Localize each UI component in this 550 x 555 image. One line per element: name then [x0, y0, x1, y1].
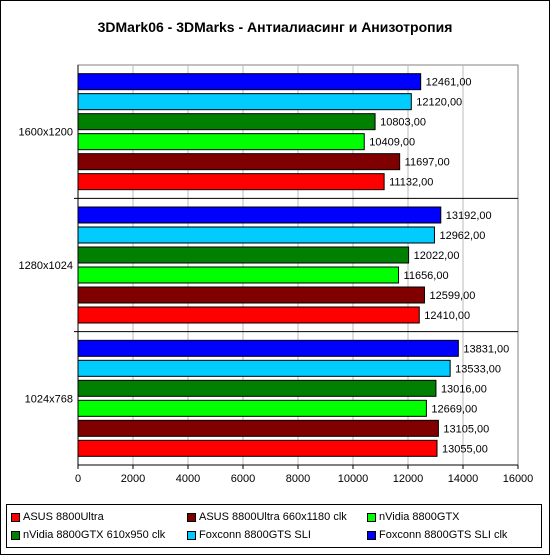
- bar: [77, 206, 442, 224]
- bar: [77, 93, 412, 111]
- x-tick-label: 12000: [393, 473, 424, 485]
- bar: [77, 73, 422, 91]
- data-label: 13192,00: [446, 210, 492, 222]
- bar: [77, 419, 439, 437]
- legend-label: Foxconn 8800GTS SLI: [199, 529, 311, 541]
- legend-label: ASUS 8800Ultra: [23, 511, 104, 523]
- legend-item: ASUS 8800Ultra 660x1180 clk: [187, 509, 347, 525]
- legend-label: Foxconn 8800GTS SLI clk: [379, 529, 508, 541]
- legend-item: ASUS 8800Ultra: [11, 509, 104, 525]
- data-label: 13105,00: [443, 423, 489, 435]
- x-tick-label: 0: [75, 473, 81, 485]
- bar: [77, 266, 400, 284]
- legend-swatch: [11, 530, 20, 540]
- x-tick-label: 16000: [503, 473, 534, 485]
- legend-swatch: [367, 512, 376, 522]
- x-tick-label: 10000: [338, 473, 369, 485]
- x-tick-label: 8000: [286, 473, 310, 485]
- data-label: 10803,00: [380, 117, 426, 129]
- bar: [77, 173, 385, 191]
- data-label: 13055,00: [442, 443, 488, 455]
- bar: [77, 113, 376, 131]
- legend: ASUS 8800Ultra ASUS 8800Ultra 660x1180 cl…: [6, 504, 542, 548]
- legend-label: nVidia 8800GTX: [379, 511, 460, 523]
- bar: [77, 379, 437, 397]
- bar: [77, 339, 459, 357]
- bar: [77, 153, 401, 171]
- legend-swatch: [187, 530, 196, 540]
- bars: 12461,00 12120,00 10803,00 10409,00 11697,00…: [77, 73, 509, 457]
- bar: [77, 246, 410, 264]
- category-label: 1280x1024: [19, 260, 73, 272]
- data-label: 12120,00: [416, 97, 462, 109]
- x-tick-label: 2000: [121, 473, 145, 485]
- data-label: 12461,00: [426, 77, 472, 89]
- bar: [77, 226, 435, 244]
- bar: [77, 359, 451, 377]
- axes: 0 2000 4000 6000 8000 10000 12000 14000 16000 160…: [19, 65, 534, 485]
- chart-title: 3DMark06 - 3DMarks - Антиалиасинг и Аниз…: [98, 19, 453, 35]
- legend-label: ASUS 8800Ultra 660x1180 clk: [199, 511, 347, 523]
- bar: [77, 133, 365, 151]
- x-tick-label: 14000: [448, 473, 479, 485]
- bar: [77, 306, 420, 324]
- legend-label: nVidia 8800GTX 610x950 clk: [23, 529, 166, 541]
- bar: [77, 399, 427, 417]
- data-label: 13831,00: [463, 343, 509, 355]
- legend-swatch: [11, 512, 20, 522]
- bar: [77, 439, 438, 457]
- data-label: 10409,00: [369, 137, 415, 149]
- legend-swatch: [367, 530, 376, 540]
- x-tick-label: 4000: [176, 473, 200, 485]
- legend-swatch: [187, 512, 196, 522]
- legend-item: Foxconn 8800GTS SLI clk: [367, 527, 507, 543]
- data-label: 11656,00: [404, 270, 449, 282]
- legend-item: Foxconn 8800GTS SLI: [187, 527, 311, 543]
- data-label: 11697,00: [405, 157, 450, 169]
- data-label: 13533,00: [455, 363, 501, 375]
- data-label: 12962,00: [439, 230, 485, 242]
- grid: [132, 65, 464, 465]
- data-label: 12022,00: [414, 250, 460, 262]
- x-tick-label: 6000: [231, 473, 255, 485]
- bar: [77, 286, 425, 304]
- data-label: 11132,00: [389, 177, 433, 189]
- category-label: 1024x768: [25, 393, 73, 405]
- category-label: 1600x1200: [19, 127, 73, 139]
- data-label: 13016,00: [441, 383, 487, 395]
- data-label: 12410,00: [424, 310, 470, 322]
- legend-item: nVidia 8800GTX 610x950 clk: [11, 527, 165, 543]
- data-label: 12599,00: [429, 290, 475, 302]
- data-label: 12669,00: [431, 403, 477, 415]
- legend-item: nVidia 8800GTX: [367, 509, 460, 525]
